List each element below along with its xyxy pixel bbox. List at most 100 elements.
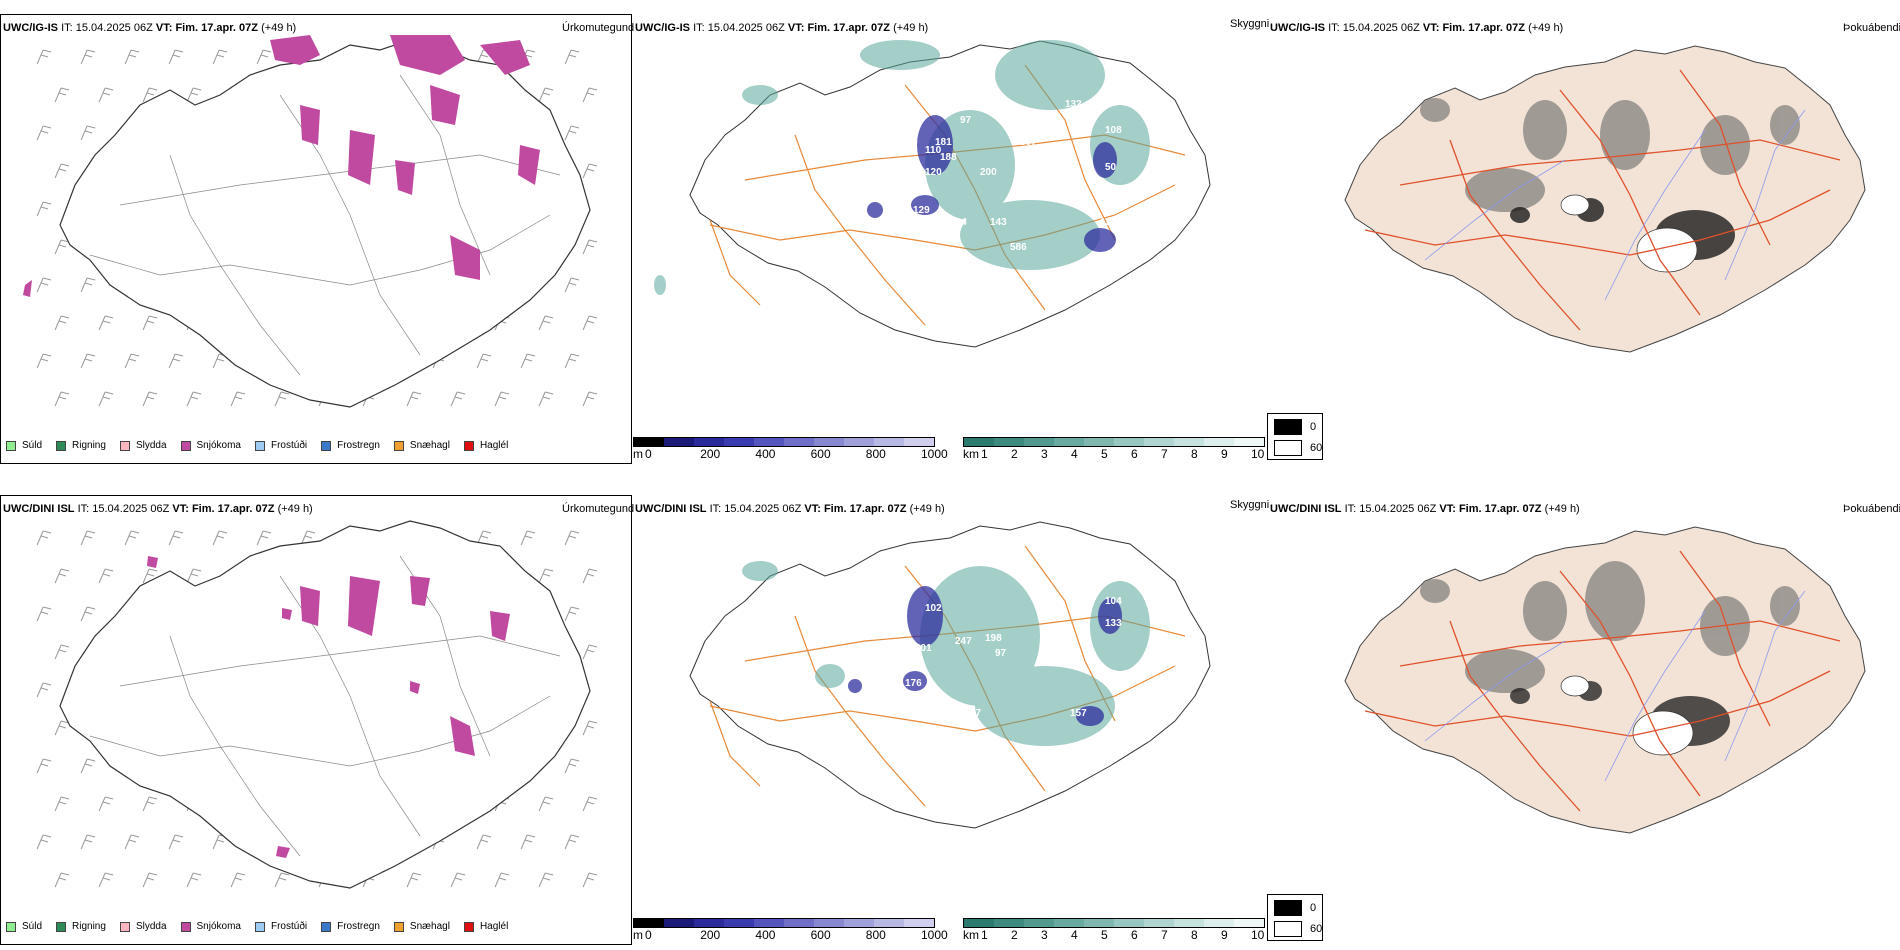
ceiling-tick-label: 0 bbox=[645, 447, 652, 461]
wind-barb bbox=[538, 315, 554, 331]
visibility-color-step bbox=[1054, 919, 1084, 927]
wind-barb bbox=[168, 530, 184, 546]
ceiling-tick-label: 800 bbox=[865, 928, 886, 942]
wind-barb bbox=[54, 239, 70, 255]
vt-value: Fim. 17.apr. 07Z bbox=[823, 503, 907, 515]
vt-value: Fim. 17.apr. 07Z bbox=[175, 22, 258, 34]
ceiling-value-label: 17 bbox=[855, 698, 867, 709]
lead-time: (+49 h) bbox=[893, 22, 929, 34]
ceiling-color-step bbox=[874, 438, 904, 446]
wind-barb bbox=[80, 530, 96, 546]
it-value: 15.04.2025 06Z bbox=[1342, 22, 1420, 34]
visibility-colorbar bbox=[963, 437, 1265, 447]
precip-legend-item: Rigning bbox=[56, 440, 106, 451]
ceiling-value-label: 104 bbox=[1105, 596, 1122, 607]
ceiling-value-label: 194 bbox=[950, 217, 967, 228]
precip-panel-title: Úrkomutegund bbox=[562, 503, 635, 515]
legend-label: Snæhagl bbox=[409, 921, 450, 932]
ceiling-value-label: 121 bbox=[945, 102, 962, 113]
wind-barb bbox=[142, 315, 158, 331]
wind-barb bbox=[54, 644, 70, 660]
wind-barb bbox=[36, 606, 52, 622]
fog-legend: 0 60 bbox=[1267, 413, 1323, 460]
ceiling-color-step bbox=[724, 919, 754, 927]
visibility-tick-label: 4 bbox=[1071, 447, 1078, 461]
ceiling-value-label: 97 bbox=[995, 648, 1007, 659]
legend-swatch bbox=[254, 440, 265, 451]
lead-time: (+49 h) bbox=[1544, 503, 1580, 515]
wind-barb bbox=[520, 834, 536, 850]
wind-barb bbox=[582, 87, 598, 103]
legend-label: 60 bbox=[1310, 923, 1323, 935]
ceiling-value-label: 307 bbox=[1020, 137, 1037, 148]
wind-barb bbox=[80, 125, 96, 141]
wind-barb bbox=[54, 163, 70, 179]
legend-label: Frostregn bbox=[337, 440, 380, 451]
legend-swatch bbox=[180, 921, 191, 932]
visibility-color-step bbox=[1144, 919, 1174, 927]
wind-barb bbox=[80, 758, 96, 774]
visibility-color-step bbox=[1144, 438, 1174, 446]
wind-barb bbox=[564, 125, 580, 141]
ceiling-value-label: 586 bbox=[1010, 242, 1027, 253]
ceiling-color-step bbox=[694, 438, 724, 446]
map-header: UWC/DINI ISL IT: 15.04.2025 06Z VT: Fim.… bbox=[1270, 503, 1580, 515]
precip-map bbox=[36, 520, 598, 889]
ceiling-tick-label: 400 bbox=[755, 928, 776, 942]
legend-swatch bbox=[56, 921, 67, 932]
precip-legend-item: Snæhagl bbox=[393, 440, 450, 451]
wind-barb bbox=[564, 353, 580, 369]
row-2: UWC/DINI ISL IT: 15.04.2025 06Z VT: Fim.… bbox=[0, 481, 1900, 950]
wind-barb bbox=[36, 353, 52, 369]
ceiling-color-step bbox=[904, 919, 934, 927]
it-value: 15.04.2025 06Z bbox=[1359, 503, 1437, 515]
visibility-tick-label: 2 bbox=[1011, 447, 1018, 461]
legend-swatch bbox=[393, 921, 404, 932]
ceiling-value-label: 128 bbox=[1100, 217, 1117, 228]
wind-barb bbox=[186, 391, 202, 407]
legend-swatch bbox=[119, 440, 130, 451]
ceiling-colorbar bbox=[633, 918, 935, 928]
vt-label: VT: bbox=[1422, 22, 1440, 34]
legend-label: Snjókoma bbox=[196, 440, 241, 451]
wind-barb bbox=[476, 353, 492, 369]
map-header: UWC/DINI ISL IT: 15.04.2025 06Z VT: Fim.… bbox=[635, 503, 945, 515]
legend-label: 0 bbox=[1310, 421, 1317, 433]
wind-barb bbox=[564, 49, 580, 65]
precip-legend-item: Slydda bbox=[119, 440, 167, 451]
it-label: IT: bbox=[1328, 22, 1340, 34]
visibility-color-step bbox=[994, 919, 1024, 927]
wind-barb bbox=[256, 49, 272, 65]
ceiling-color-step bbox=[844, 919, 874, 927]
legend-label: 0 bbox=[1310, 902, 1317, 914]
wind-barb bbox=[36, 530, 52, 546]
wind-barb bbox=[274, 391, 290, 407]
ceiling-value-label: 50 bbox=[1105, 162, 1117, 173]
legend-label: 60 bbox=[1310, 442, 1323, 454]
ceiling-color-step bbox=[814, 438, 844, 446]
ceiling-value-label: 102 bbox=[925, 603, 942, 614]
fog-legend-item: 60 bbox=[1274, 440, 1322, 456]
ceiling-value-label: 247 bbox=[955, 636, 972, 647]
wind-barb bbox=[168, 834, 184, 850]
fog-legend-item: 0 bbox=[1274, 419, 1316, 435]
ceiling-value-label: 200 bbox=[980, 167, 997, 178]
legend-label: Súld bbox=[22, 921, 43, 932]
wind-barb bbox=[98, 391, 114, 407]
visibility-color-step bbox=[1174, 919, 1204, 927]
legend-label: Rigning bbox=[72, 440, 106, 451]
precip-map bbox=[23, 35, 598, 408]
wind-barb bbox=[124, 834, 140, 850]
visibility-colorbar bbox=[963, 918, 1265, 928]
wind-barb bbox=[582, 644, 598, 660]
wind-barb bbox=[36, 277, 52, 293]
precip-legend-item: Frostúði bbox=[254, 921, 307, 932]
legend-label: Slydda bbox=[135, 440, 167, 451]
precip-legend-item: Frostregn bbox=[321, 921, 380, 932]
wind-barb bbox=[98, 872, 114, 888]
wind-barb bbox=[54, 872, 70, 888]
it-value: 15.04.2025 06Z bbox=[724, 503, 802, 515]
ceiling-value-label: 133 bbox=[1105, 618, 1122, 629]
visibility-color-step bbox=[964, 919, 994, 927]
